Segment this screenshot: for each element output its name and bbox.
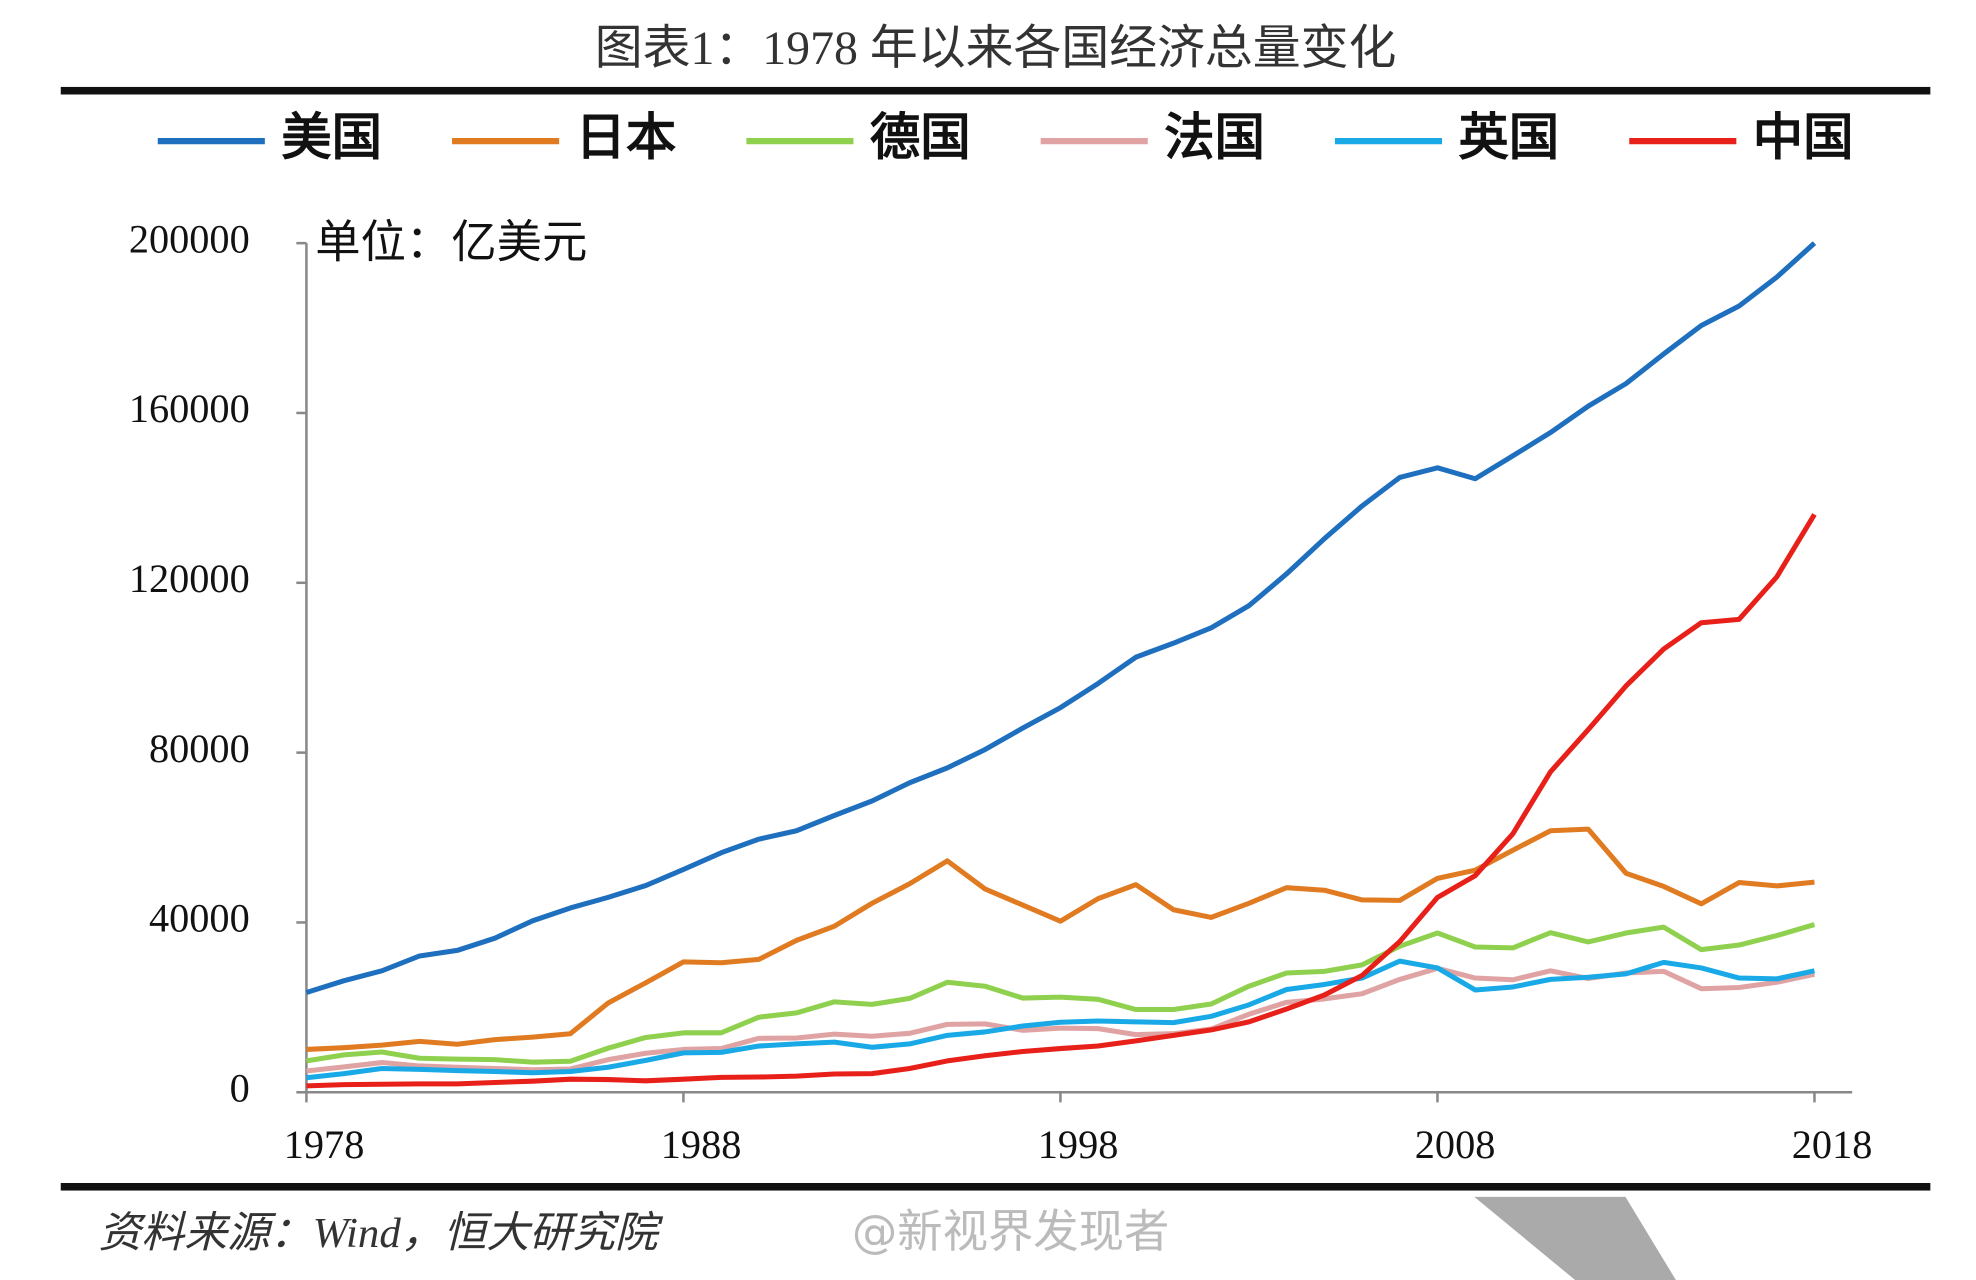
- top-rule: [60, 86, 1931, 95]
- x-tick-label: 2018: [1792, 1122, 1873, 1167]
- series-line: [306, 513, 1817, 1089]
- legend-label: 德国: [870, 108, 971, 167]
- series-line: [306, 922, 1816, 1065]
- corner-shape: [1474, 1196, 1676, 1280]
- legend-label: 美国: [281, 108, 382, 167]
- watermark: @新视界发现者: [852, 1205, 1169, 1258]
- series-line: [306, 958, 1815, 1081]
- series-line: [306, 965, 1815, 1074]
- series-line: [306, 826, 1815, 1052]
- legend-label: 中国: [1753, 108, 1854, 167]
- legend-label: 日本: [576, 108, 677, 167]
- series-line: [305, 241, 1817, 995]
- x-tick-label: 1998: [1038, 1122, 1119, 1167]
- legend-label: 法国: [1164, 108, 1265, 167]
- y-tick-label: 40000: [149, 896, 250, 941]
- x-tick-label: 2008: [1415, 1122, 1496, 1167]
- chart-title: 图表1：1978 年以来各国经济总量变化: [595, 22, 1397, 75]
- x-tick-label: 1978: [284, 1122, 365, 1167]
- bottom-rule: [60, 1182, 1931, 1191]
- y-tick-label: 200000: [129, 216, 250, 261]
- x-tick-label: 1988: [661, 1122, 742, 1167]
- y-tick-label: 0: [230, 1066, 250, 1111]
- source: 资料来源：Wind，恒大研究院: [99, 1210, 664, 1257]
- unit-label: 单位：亿美元: [315, 217, 587, 267]
- legend-label: 英国: [1458, 108, 1559, 167]
- y-tick-label: 120000: [129, 556, 250, 601]
- y-tick-label: 80000: [149, 726, 250, 771]
- y-tick-label: 160000: [129, 386, 250, 431]
